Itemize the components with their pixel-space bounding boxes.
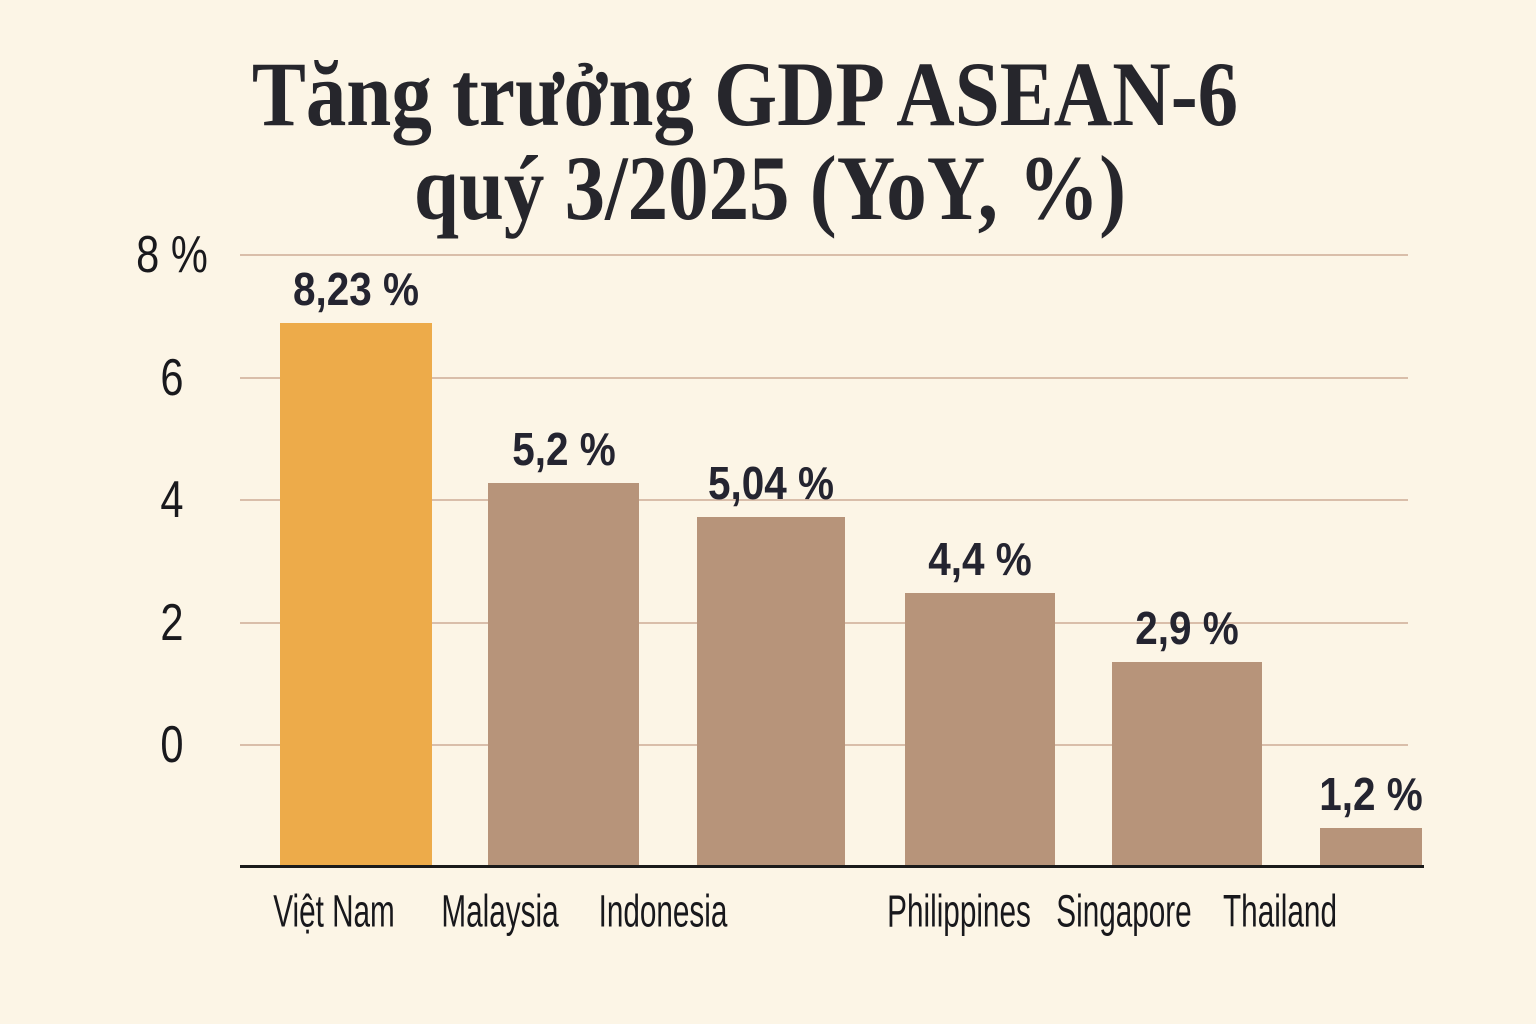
- value-label-indonesia: 5,04 %: [707, 457, 835, 509]
- x-axis-line: [240, 865, 1424, 868]
- chart-title-line-2: quý 3/2025 (YoY, %): [413, 137, 1127, 239]
- x-axis-label-malaysia: Malaysia: [441, 885, 559, 937]
- x-axis-label-singapore: Singapore: [1056, 885, 1192, 937]
- gridline-6: [240, 376, 1408, 379]
- gridline-4: [240, 499, 1408, 501]
- bar-thailand: [1320, 828, 1422, 865]
- y-axis-tick-label-2: 2: [160, 593, 184, 652]
- bar-philippines: [905, 593, 1055, 865]
- value-label-singapore: 2,9 %: [1135, 602, 1239, 654]
- bar-singapore: [1112, 662, 1262, 865]
- y-axis-tick-label-8: 8 %: [136, 226, 208, 284]
- chart-title-line-1: Tăng trưởng GDP ASEAN-6: [251, 43, 1239, 145]
- bar-viet-nam: [280, 323, 432, 865]
- value-label-philippines: 4,4 %: [928, 533, 1032, 585]
- bar-malaysia: [488, 483, 639, 865]
- value-label-malaysia: 5,2 %: [511, 423, 616, 475]
- x-axis-label-indonesia: Indonesia: [598, 885, 728, 937]
- x-axis-label-thailand: Thailand: [1223, 885, 1337, 937]
- value-label-viet-nam: 8,23 %: [292, 263, 420, 315]
- y-axis-tick-label-6: 6: [160, 348, 184, 407]
- y-axis-tick-label-0: 0: [160, 716, 184, 774]
- x-axis-label-viet-nam: Việt Nam: [273, 885, 395, 937]
- y-axis-tick-label-4: 4: [160, 471, 184, 529]
- value-label-thailand: 1,2 %: [1319, 768, 1423, 820]
- x-axis-label-philippines: Philippines: [887, 885, 1031, 937]
- bar-indonesia: [697, 517, 845, 865]
- gridline-8: [240, 254, 1408, 256]
